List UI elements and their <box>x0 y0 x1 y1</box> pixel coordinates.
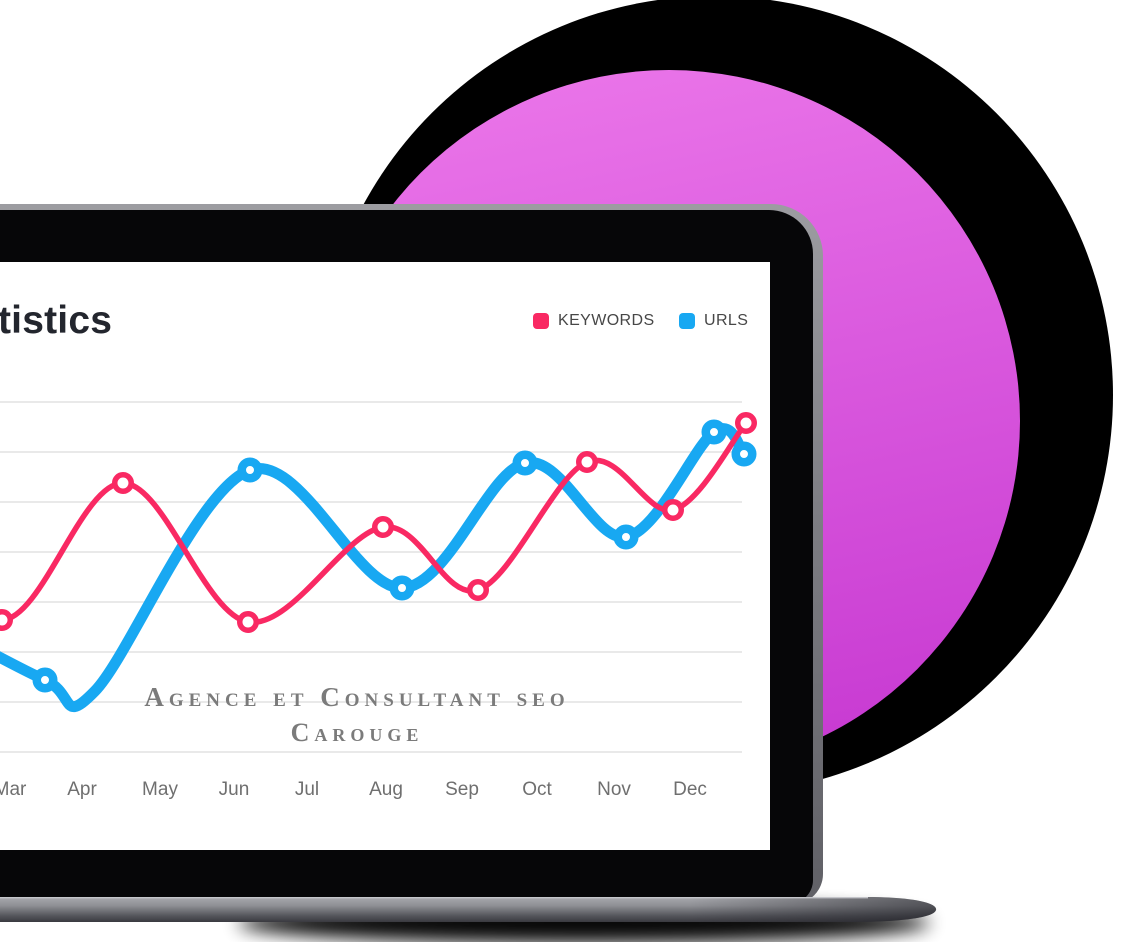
page-title: tistics <box>0 299 113 342</box>
urls-data-point <box>237 457 263 483</box>
keywords-data-point <box>0 609 13 631</box>
keywords-data-point <box>662 499 684 521</box>
keywords-line <box>0 420 749 625</box>
legend-item-keywords[interactable]: KEYWORDS <box>533 312 655 329</box>
watermark-line-2: Carouge <box>290 718 424 747</box>
keywords-legend-swatch-icon <box>533 312 549 329</box>
legend-item-urls[interactable]: URLS <box>679 312 748 329</box>
keywords-data-point <box>237 611 259 633</box>
urls-data-point <box>731 441 757 467</box>
keywords-data-point <box>576 451 598 473</box>
statistics-line-chart <box>0 401 757 753</box>
urls-data-point <box>701 419 727 445</box>
watermark-line-1: Agence et Consultant seo <box>144 682 570 712</box>
keywords-legend-label: KEYWORDS <box>558 312 655 329</box>
urls-data-point <box>512 450 538 476</box>
laptop-base <box>0 897 937 922</box>
keywords-data-point <box>372 516 394 538</box>
urls-data-point <box>32 667 58 693</box>
watermark: Agence et Consultant seo Carouge <box>0 682 714 747</box>
keywords-data-point <box>735 412 757 434</box>
urls-data-point <box>389 575 415 601</box>
keywords-data-point <box>112 472 134 494</box>
urls-legend-label: URLS <box>704 312 749 329</box>
urls-line <box>0 423 750 712</box>
urls-legend-swatch-icon <box>679 312 695 329</box>
keywords-data-point <box>467 579 489 601</box>
urls-data-point <box>613 524 639 550</box>
laptop-base-tip-shade <box>690 897 937 922</box>
